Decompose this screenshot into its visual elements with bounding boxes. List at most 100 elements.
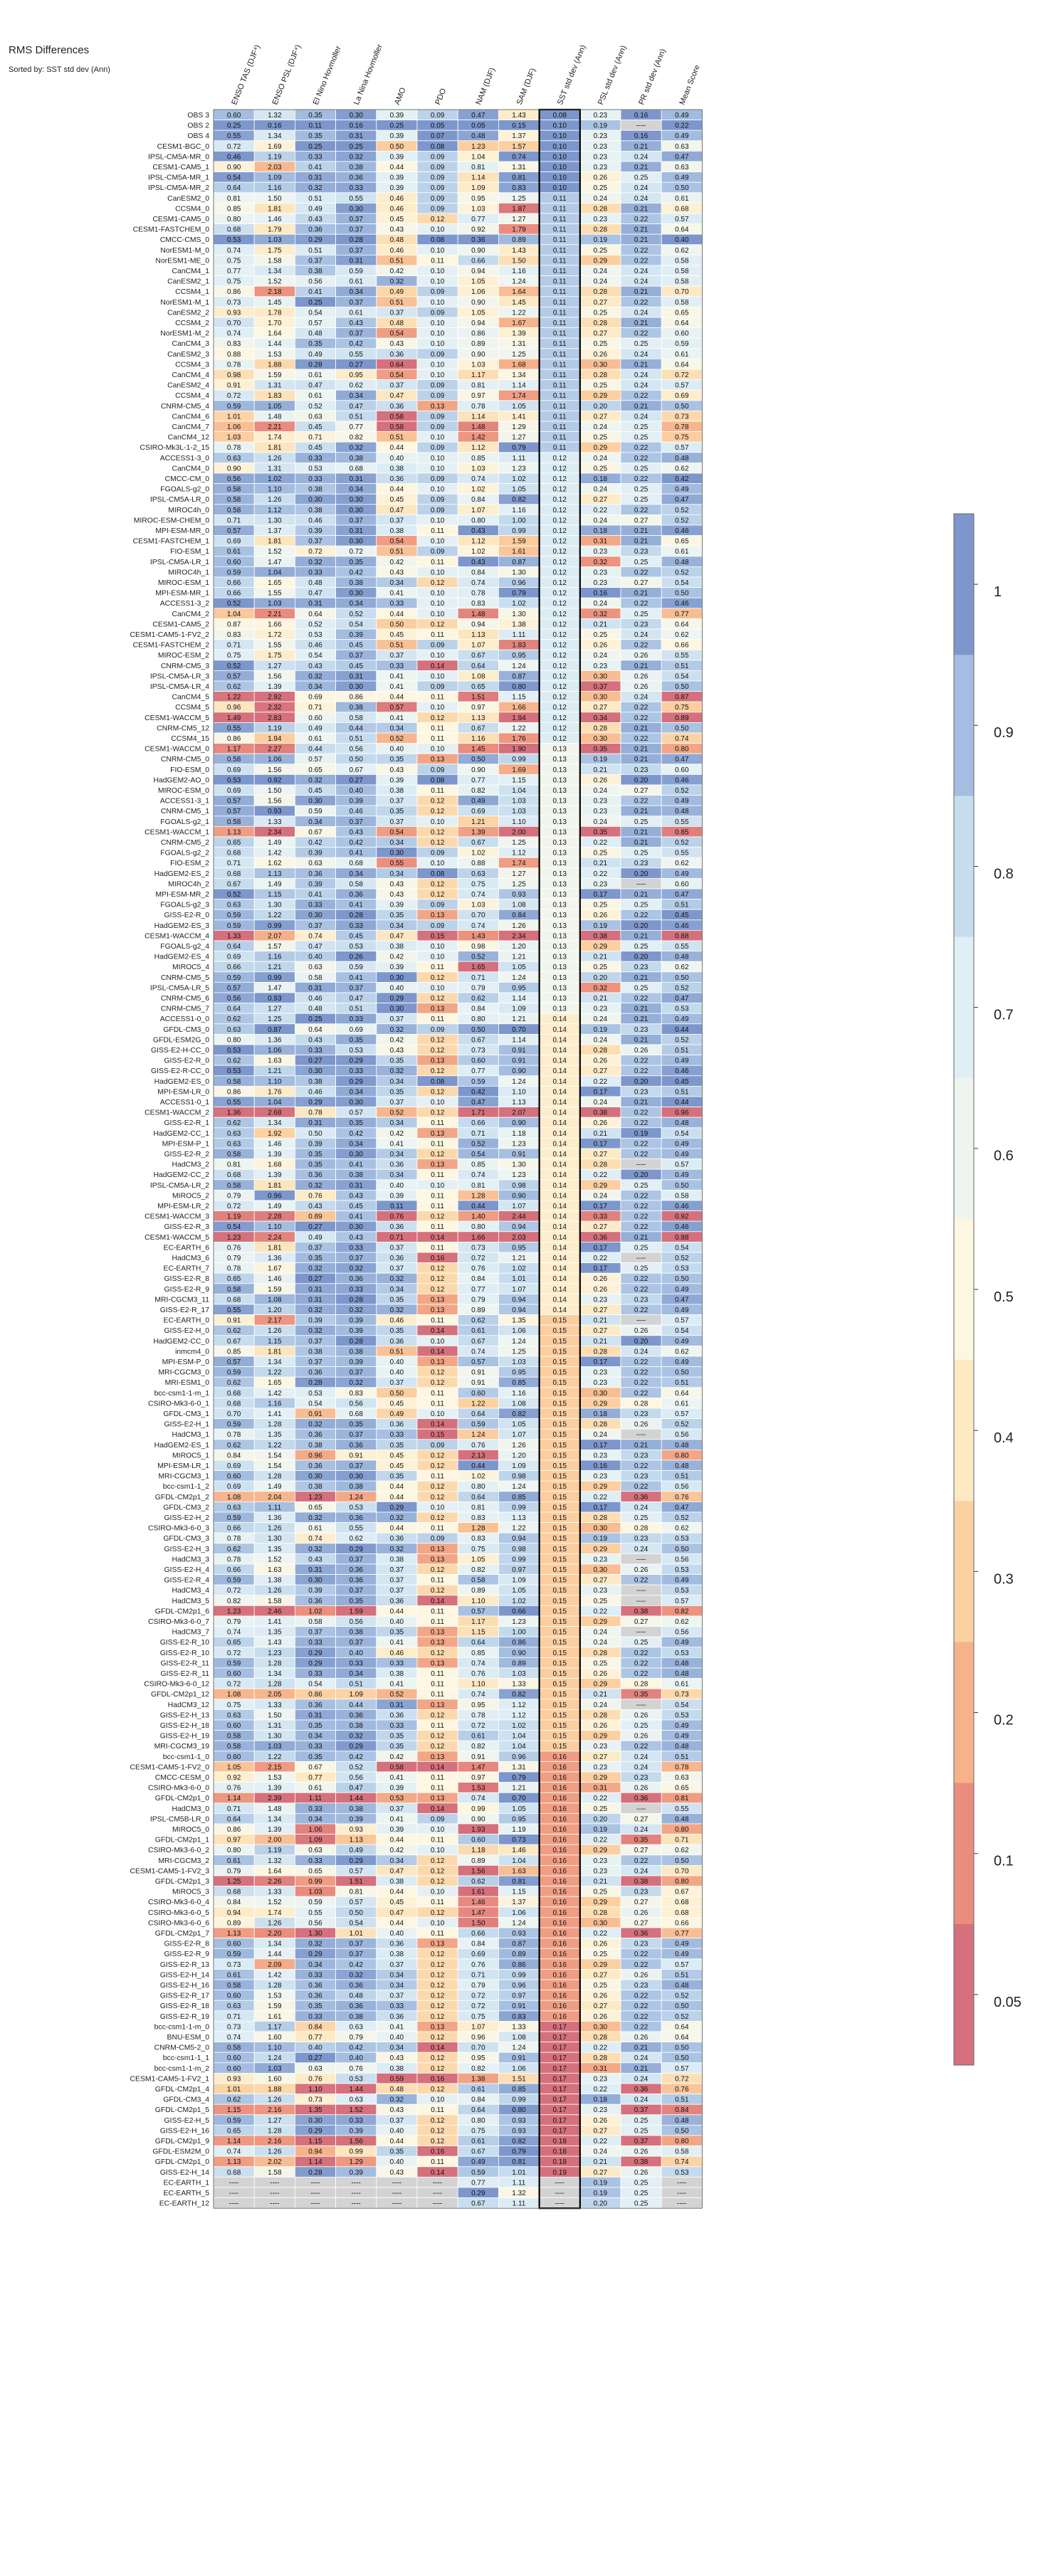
cell-value: 0.61 xyxy=(227,548,241,556)
cell-value: 1.16 xyxy=(268,954,282,961)
cell-value: 0.30 xyxy=(308,1577,322,1585)
cell-value: 1.28 xyxy=(471,1525,485,1533)
cell-value: 0.25 xyxy=(594,850,608,857)
cell-value: 0.36 xyxy=(308,1462,322,1470)
cell-value: 0.48 xyxy=(675,1462,689,1470)
cell-value: 0.10 xyxy=(431,268,445,275)
cell-value: 1.81 xyxy=(268,1244,282,1252)
cell-value: 0.14 xyxy=(431,1348,445,1356)
cell-value: 0.16 xyxy=(552,1899,567,1906)
cell-value: 1.63 xyxy=(512,1867,526,1875)
cell-value: 0.14 xyxy=(552,1182,567,1190)
cell-value: 0.31 xyxy=(594,538,608,546)
cell-value: 0.12 xyxy=(431,1992,445,2000)
cell-value: 0.27 xyxy=(594,1971,608,1979)
row-label: CNRM-CM5_12 xyxy=(157,724,209,732)
cell-value: 1.09 xyxy=(308,1837,322,1844)
cell-value: 1.54 xyxy=(268,1452,282,1459)
cell-value: 0.54 xyxy=(675,672,689,680)
cell-value: 0.70 xyxy=(227,1410,241,1418)
cell-value: 0.38 xyxy=(634,2158,648,2166)
cell-value: 0.48 xyxy=(675,2117,689,2125)
cell-value: 0.24 xyxy=(594,787,608,795)
cell-value: 1.12 xyxy=(512,850,526,857)
cell-value: 0.13 xyxy=(431,1795,445,1802)
cell-value: 0.19 xyxy=(594,1826,608,1834)
cell-value: 0.54 xyxy=(471,1151,485,1158)
cell-value: 0.41 xyxy=(390,714,404,722)
cell-value: 0.83 xyxy=(349,1390,363,1398)
cell-value: 0.13 xyxy=(431,1556,445,1563)
cell-value: 0.22 xyxy=(634,1140,648,1148)
cell-value: 0.12 xyxy=(431,621,445,628)
cell-value: 0.90 xyxy=(227,164,241,171)
cell-value: 0.37 xyxy=(349,1556,363,1563)
cell-value: 0.10 xyxy=(431,226,445,234)
row-label: HadGEM2-ES_3 xyxy=(154,922,210,930)
cell-value: 1.35 xyxy=(308,2106,322,2114)
row-label: CanCM4_2 xyxy=(172,611,209,618)
row-label: GISS-E2-R_2 xyxy=(164,1151,209,1158)
cell-value: 0.27 xyxy=(349,361,363,369)
cell-value: 1.24 xyxy=(512,974,526,982)
cell-value: 0.74 xyxy=(227,330,241,338)
cell-value: 0.69 xyxy=(227,1462,241,1470)
cell-value: 1.16 xyxy=(268,184,282,192)
cell-value: 0.45 xyxy=(390,496,404,504)
cell-value: 0.37 xyxy=(349,1462,363,1470)
cell-value: 0.32 xyxy=(349,1379,363,1387)
cell-value: 0.24 xyxy=(594,1192,608,1200)
cell-value: 0.41 xyxy=(390,590,404,598)
cell-value: 0.30 xyxy=(349,205,363,213)
cell-value: 0.28 xyxy=(594,1348,608,1356)
cell-value: 0.25 xyxy=(390,122,404,130)
cell-value: 0.55 xyxy=(308,1909,322,1917)
cell-value: 0.89 xyxy=(675,714,689,722)
cell-value: 1.21 xyxy=(268,964,282,971)
cell-value: 0.70 xyxy=(471,2044,485,2052)
cell-value: 0.15 xyxy=(552,1556,567,1563)
cell-value: 0.59 xyxy=(227,912,241,919)
cell-value: 1.06 xyxy=(268,756,282,764)
cell-value: 1.20 xyxy=(268,1307,282,1314)
cell-value: 0.24 xyxy=(634,2054,648,2062)
cell-value: 0.16 xyxy=(552,1785,567,1793)
cell-value: 0.22 xyxy=(634,1275,648,1283)
cell-value: 2.13 xyxy=(471,1452,485,1459)
cell-value: 0.41 xyxy=(349,902,363,909)
cell-value: 0.35 xyxy=(390,912,404,919)
column-header: SST std dev (Ann) xyxy=(556,43,588,106)
cell-value: 0.81 xyxy=(512,174,526,182)
cell-value: 0.53 xyxy=(675,1649,689,1657)
cell-value: 1.31 xyxy=(512,164,526,171)
cell-value: 0.37 xyxy=(390,309,404,317)
cell-value: 0.59 xyxy=(349,268,363,275)
cell-value: 0.38 xyxy=(308,1442,322,1450)
cell-value: 0.17 xyxy=(594,1140,608,1148)
cell-value: 0.68 xyxy=(227,1171,241,1179)
cell-value: 0.39 xyxy=(349,631,363,639)
cell-value: 0.09 xyxy=(431,475,445,483)
cell-value: 0.38 xyxy=(349,1483,363,1491)
cell-value: 1.50 xyxy=(268,787,282,795)
cell-value: 0.55 xyxy=(349,351,363,359)
cell-value: 0.52 xyxy=(471,954,485,961)
cell-value: 1.52 xyxy=(268,1556,282,1563)
cell-value: 0.41 xyxy=(308,891,322,899)
cell-value: 0.45 xyxy=(675,912,689,919)
cell-value: 0.24 xyxy=(594,268,608,275)
cell-value: 0.76 xyxy=(390,1213,404,1221)
cell-value: 0.21 xyxy=(634,663,648,670)
cell-value: 0.63 xyxy=(675,1774,689,1782)
cell-value: 0.13 xyxy=(552,746,567,754)
cell-value: 0.97 xyxy=(512,1992,526,2000)
cell-value: 0.10 xyxy=(431,590,445,598)
cell-value: 0.27 xyxy=(634,579,648,587)
cell-value: 0.47 xyxy=(471,112,485,120)
cell-value: 0.61 xyxy=(349,278,363,286)
row-label: CanCM4_0 xyxy=(172,465,209,473)
cell-value: 1.52 xyxy=(349,2106,363,2114)
row-label: MIROC5_4 xyxy=(172,964,209,971)
cell-value: 0.17 xyxy=(552,2044,567,2052)
cell-value: 0.27 xyxy=(594,1151,608,1158)
